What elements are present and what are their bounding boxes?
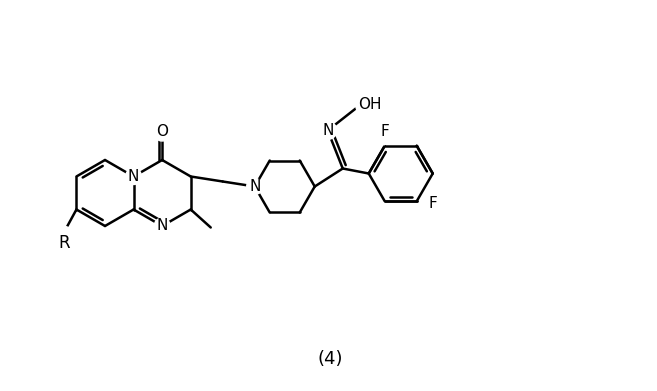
Text: F: F [380, 124, 389, 139]
Text: N: N [128, 169, 139, 184]
Circle shape [55, 226, 74, 244]
Circle shape [374, 127, 392, 145]
Text: O: O [156, 124, 168, 140]
Text: F: F [428, 196, 437, 211]
Circle shape [319, 122, 337, 140]
Text: N: N [322, 123, 333, 138]
Text: (4): (4) [317, 350, 343, 368]
Text: R: R [58, 235, 70, 253]
Circle shape [125, 169, 141, 185]
Text: N: N [249, 179, 260, 194]
Circle shape [153, 123, 171, 141]
Circle shape [154, 218, 170, 234]
Circle shape [247, 179, 263, 194]
Circle shape [355, 90, 384, 118]
Text: N: N [156, 219, 168, 233]
Text: OH: OH [358, 97, 382, 112]
Circle shape [422, 196, 440, 214]
